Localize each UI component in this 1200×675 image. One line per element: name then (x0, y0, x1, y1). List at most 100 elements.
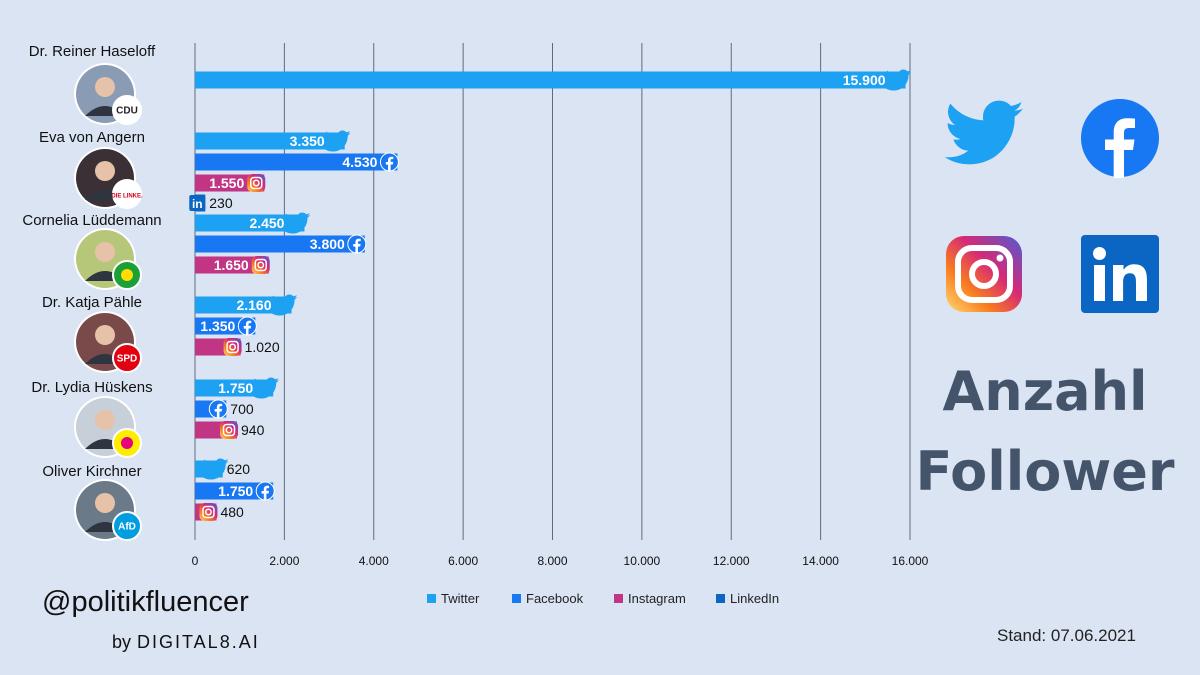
twitter-icon (252, 377, 280, 399)
data-label: 2.450 (249, 215, 284, 231)
legend-label: Twitter (441, 591, 480, 606)
facebook-icon (237, 316, 257, 336)
twitter-icon (944, 93, 1025, 173)
legend-swatch (427, 594, 436, 603)
instagram-square (220, 421, 239, 439)
byline-brand: DIGITAL8.AI (137, 632, 260, 652)
data-label: 620 (227, 461, 251, 477)
politician-name: Oliver Kirchner (42, 463, 141, 480)
party-badge-text: DIE LINKE. (111, 194, 143, 200)
instagram-square (199, 503, 218, 521)
politician-name: Dr. Lydia Hüskens (31, 379, 152, 396)
politician-name: Cornelia Lüddemann (22, 212, 161, 229)
instagram-frame (254, 258, 267, 272)
instagram-bar (195, 256, 269, 274)
facebook-bar (195, 235, 365, 253)
legend-label: Instagram (628, 591, 686, 606)
facebook-icon (255, 481, 275, 501)
x-tick-label: 10.000 (624, 554, 661, 568)
instagram-frame (226, 340, 239, 354)
data-label: 15.900 (843, 72, 886, 88)
party-badge-mark (121, 269, 133, 281)
legend-swatch (512, 594, 521, 603)
linkedin-square (189, 195, 206, 211)
twitter-bar (195, 132, 345, 150)
data-label: 2.160 (236, 297, 271, 313)
twitter-icon (271, 294, 298, 316)
twitter-bird-shape (202, 458, 229, 480)
avatar: CDU (74, 63, 142, 125)
facebook-icon (347, 234, 367, 254)
instagram-lens (252, 179, 260, 187)
twitter-bar (195, 214, 305, 232)
data-label: 1.650 (214, 257, 249, 273)
data-label: 1.750 (218, 483, 253, 499)
party-badge-circle (112, 511, 142, 541)
data-label: 1.550 (209, 175, 244, 191)
byline: by DIGITAL8.AI (112, 632, 260, 653)
avatar: DIE LINKE. (74, 147, 143, 209)
avatar-head (95, 410, 115, 430)
linkedin-icon (1080, 234, 1160, 314)
data-label: 3.350 (290, 133, 325, 149)
x-tick-label: 0 (192, 554, 199, 568)
facebook-icon (379, 152, 399, 172)
facebook-bar (195, 153, 398, 171)
instagram-square (223, 338, 242, 356)
party-badge-text: SPD (117, 354, 138, 365)
twitter-icon (324, 130, 351, 152)
data-label: 4.530 (342, 154, 377, 170)
facebook-f-shape (385, 156, 394, 171)
twitter-icon (885, 69, 912, 91)
instagram-lens (257, 261, 265, 269)
instagram-icon (223, 338, 242, 356)
avatar-head (95, 161, 115, 181)
instagram-frame (222, 423, 236, 437)
party-badge-mark (121, 437, 133, 449)
data-label: 3.800 (310, 236, 345, 252)
facebook-f-shape (214, 403, 223, 418)
politician-name: Dr. Katja Pähle (42, 294, 142, 311)
party-badge: AfD (112, 511, 142, 541)
party-badge-circle (112, 179, 142, 209)
stand-date: Stand: 07.06.2021 (997, 626, 1136, 645)
data-label: 480 (220, 504, 244, 520)
byline-by: by (112, 632, 132, 652)
x-tick-label: 8.000 (537, 554, 567, 568)
party-badge: CDU (112, 95, 142, 125)
politician-name: Dr. Reiner Haseloff (29, 43, 156, 60)
party-badge: DIE LINKE. (111, 179, 143, 209)
instagram-frame (202, 505, 215, 519)
x-tick-label: 2.000 (269, 554, 299, 568)
facebook-icon (208, 399, 228, 419)
instagram-square (251, 256, 270, 274)
twitter-bar (195, 379, 274, 397)
facebook-bar (195, 482, 274, 500)
twitter-bird-shape (252, 377, 280, 399)
twitter-icon (284, 212, 311, 234)
facebook-f-shape (243, 320, 252, 335)
twitter-bar (195, 71, 906, 89)
instagram-bar (195, 174, 265, 192)
data-label: 1.750 (218, 380, 253, 396)
politician-name: Eva von Angern (39, 129, 145, 146)
x-tick-label: 6.000 (448, 554, 478, 568)
twitter-icon (202, 458, 229, 480)
title-line-2: Follower (915, 440, 1175, 503)
x-tick-label: 16.000 (892, 554, 929, 568)
party-badge (112, 260, 142, 290)
avatar-head (95, 242, 115, 262)
legend-label: LinkedIn (730, 591, 779, 606)
twitter-bird-shape (284, 212, 311, 234)
x-tick-label: 12.000 (713, 554, 750, 568)
instagram-lens (229, 343, 237, 351)
avatar-head (95, 325, 115, 345)
legend-swatch (716, 594, 725, 603)
twitter-bird-shape (885, 69, 912, 91)
title-line-1: Anzahl (942, 360, 1148, 423)
twitter-bird-shape (271, 294, 298, 316)
data-label: 230 (209, 195, 233, 211)
data-label: 1.350 (200, 318, 235, 334)
legend-label: Facebook (526, 591, 584, 606)
